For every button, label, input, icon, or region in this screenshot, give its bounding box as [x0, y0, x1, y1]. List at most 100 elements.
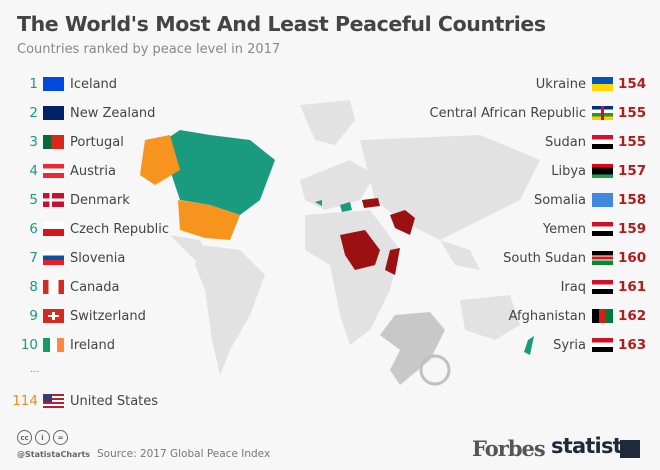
country-name: Canada	[70, 279, 120, 295]
country-name: Sudan	[545, 134, 586, 150]
list-item: Ukraine 154	[536, 75, 646, 93]
statista-handle: @StatistaCharts	[17, 450, 91, 459]
list-item: 6 Czech Republic	[0, 220, 169, 238]
rank: 6	[29, 221, 38, 237]
rank: 154	[618, 76, 647, 92]
chart-title: The World's Most And Least Peaceful Coun…	[17, 12, 546, 36]
list-item: Somalia 158	[534, 191, 646, 209]
afghanistan-flag-icon	[592, 309, 613, 323]
rank: 158	[618, 192, 647, 208]
rank: 5	[29, 192, 38, 208]
statista-logo-icon	[620, 440, 640, 458]
country-name: Syria	[553, 337, 586, 353]
country-name: Afghanistan	[508, 308, 586, 324]
cc-license-icons: cc i =	[17, 430, 68, 445]
iceland-flag-icon	[43, 77, 64, 91]
libya-flag-icon	[592, 164, 613, 178]
list-item-united-states: 114 United States	[0, 392, 158, 410]
country-name: Libya	[551, 163, 586, 179]
world-map	[140, 100, 540, 386]
list-item: 7 Slovenia	[0, 249, 125, 267]
list-item: Central African Republic 155	[429, 104, 647, 122]
new-zealand-flag-icon	[43, 106, 64, 120]
greenland	[300, 100, 355, 145]
dove-peace-icon	[380, 312, 451, 386]
europe-peaceful	[340, 202, 352, 212]
country-name: Somalia	[533, 192, 586, 208]
sudan-flag-icon	[592, 135, 613, 149]
list-item: 3 Portugal	[0, 133, 124, 151]
country-name: New Zealand	[70, 105, 156, 121]
canada-flag-icon	[43, 280, 64, 294]
list-item: Yemen 159	[543, 220, 646, 238]
mexico	[170, 235, 210, 260]
asia	[360, 135, 540, 240]
list-item: 4 Austria	[0, 162, 116, 180]
list-item: 2 New Zealand	[0, 104, 155, 122]
canada-region	[150, 130, 275, 215]
south-sudan-flag-icon	[592, 251, 613, 265]
cc-icon: cc	[17, 430, 32, 445]
libya-sudan-region	[340, 230, 380, 270]
no-derivatives-icon: =	[53, 430, 68, 445]
country-name: United States	[70, 393, 159, 409]
country-name: Portugal	[70, 134, 124, 150]
land-masses	[170, 100, 540, 375]
list-item: Afghanistan 162	[508, 307, 647, 325]
peace-symbol-icon	[419, 354, 451, 386]
list-item: Sudan 155	[545, 133, 646, 151]
attribution-icon: i	[35, 430, 50, 445]
south-america	[195, 245, 265, 375]
list-item: 5 Denmark	[0, 191, 130, 209]
rank: 114	[12, 393, 38, 409]
country-name: Ireland	[70, 337, 115, 353]
usa-region	[178, 200, 240, 240]
new-zealand-region	[524, 336, 534, 355]
czech-flag-icon	[43, 222, 64, 236]
rank: 163	[618, 337, 647, 353]
country-name: Iraq	[560, 279, 586, 295]
source-note: Source: 2017 Global Peace Index	[97, 448, 271, 460]
list-item: 9 Switzerland	[0, 307, 145, 325]
yemen-flag-icon	[592, 222, 613, 236]
rank: 157	[618, 163, 647, 179]
south-east-asia	[440, 240, 480, 270]
iraq-flag-icon	[592, 280, 613, 294]
country-name: Iceland	[70, 76, 118, 92]
country-name: Austria	[70, 163, 116, 179]
country-name: Denmark	[70, 192, 130, 208]
denmark-flag-icon	[43, 193, 64, 207]
list-item: Syria 163	[553, 336, 646, 354]
list-item: 1 Iceland	[0, 75, 117, 93]
rank: 159	[618, 221, 647, 237]
rank: 4	[29, 163, 38, 179]
rank: 7	[29, 250, 38, 266]
rank: 3	[29, 134, 38, 150]
iceland-region	[315, 200, 322, 206]
rank: 2	[29, 105, 38, 121]
dove-icon	[380, 312, 445, 385]
rank: 155	[618, 134, 647, 150]
rank: 10	[20, 337, 38, 353]
ellipsis: ...	[30, 364, 40, 375]
ireland-flag-icon	[43, 338, 64, 352]
middle-east-region	[390, 210, 415, 235]
ukraine-flag-icon	[592, 77, 613, 91]
chart-subtitle: Countries ranked by peace level in 2017	[17, 42, 281, 57]
list-item: Libya 157	[551, 162, 646, 180]
portugal-flag-icon	[43, 135, 64, 149]
list-item: 10 Ireland	[0, 336, 115, 354]
rank: 160	[618, 250, 647, 266]
list-item: South Sudan 160	[503, 249, 646, 267]
rank: 8	[29, 279, 38, 295]
australia	[460, 295, 520, 340]
africa	[305, 210, 400, 345]
slovenia-flag-icon	[43, 251, 64, 265]
country-name: Central African Republic	[429, 105, 586, 121]
alaska-region	[140, 135, 180, 185]
country-name: Czech Republic	[70, 221, 169, 237]
somalia-flag-icon	[592, 193, 613, 207]
syria-flag-icon	[592, 338, 613, 352]
forbes-logo: Forbes	[472, 436, 546, 461]
ukraine-region	[362, 198, 380, 208]
